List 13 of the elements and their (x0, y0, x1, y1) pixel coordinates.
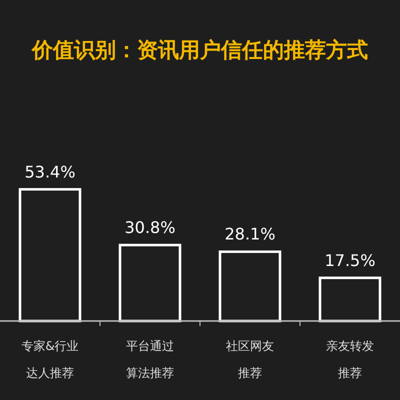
data-label: 28.1% (224, 224, 276, 244)
chart-title: 价值识别：资讯用户信任的推荐方式 (31, 38, 368, 62)
data-label: 53.4% (24, 162, 76, 182)
bar (318, 276, 382, 322)
x-tick-label: 社区网友推荐 (226, 339, 274, 380)
x-tick-label: 平台通过算法推荐 (126, 339, 174, 380)
data-label: 30.8% (124, 218, 176, 238)
x-tick-label: 专家&行业达人推荐 (21, 339, 79, 380)
bar (18, 188, 82, 322)
bar (218, 250, 282, 322)
data-label: 17.5% (324, 250, 376, 270)
x-tick-label: 亲友转发推荐 (326, 339, 374, 380)
bar (118, 244, 182, 322)
